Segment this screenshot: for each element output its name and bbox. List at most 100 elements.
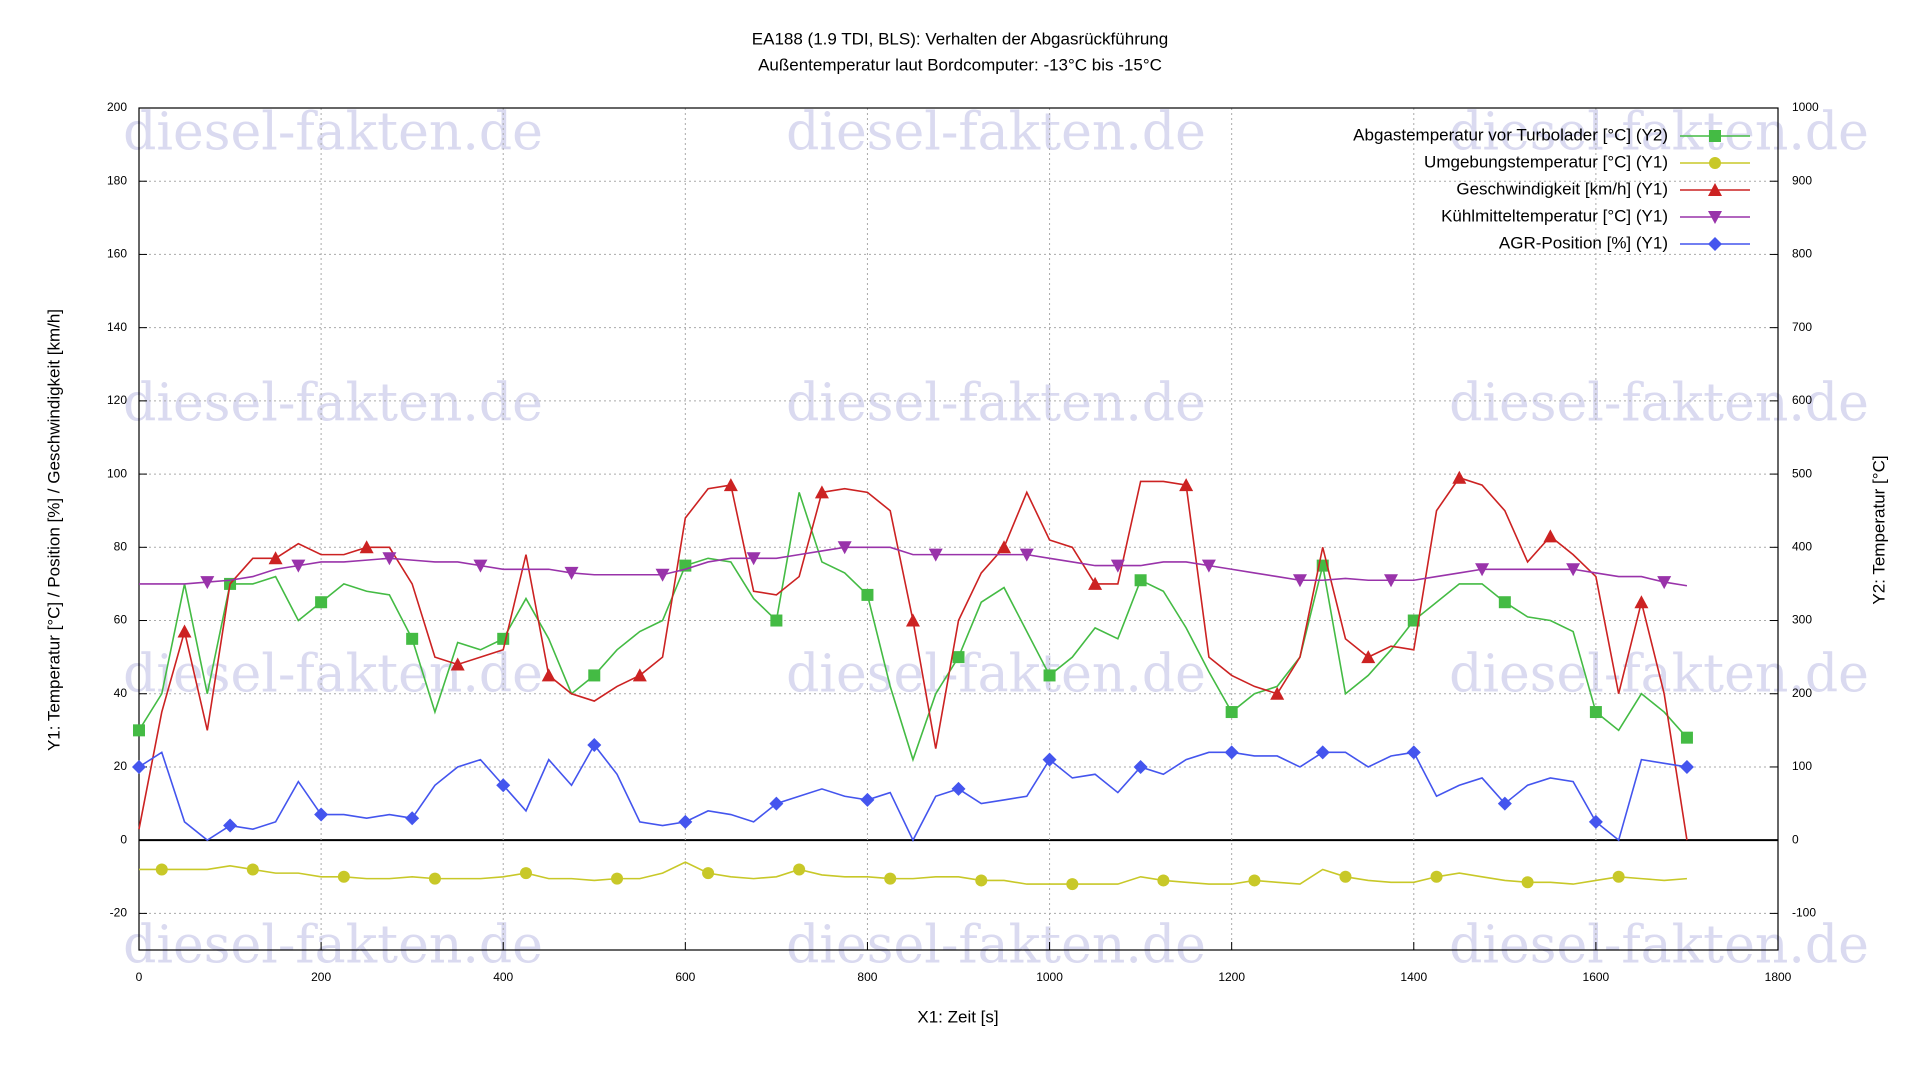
x-tick-label: 200 bbox=[311, 970, 331, 984]
y2-tick-label: 1000 bbox=[1792, 100, 1819, 114]
y2-tick-label: 600 bbox=[1792, 393, 1812, 407]
y2-tick-label: 100 bbox=[1792, 759, 1812, 773]
marker bbox=[200, 576, 215, 590]
legend-marker bbox=[1709, 157, 1721, 169]
x-axis-label: X1: Zeit [s] bbox=[917, 1007, 998, 1026]
y-tick-label: 20 bbox=[114, 759, 128, 773]
marker bbox=[1497, 796, 1512, 811]
marker bbox=[905, 613, 920, 627]
y-tick-label: 200 bbox=[107, 100, 127, 114]
legend-marker bbox=[1708, 211, 1722, 224]
watermark: diesel-fakten.de bbox=[786, 916, 1206, 976]
watermark: diesel-fakten.de bbox=[123, 645, 543, 705]
y-tick-label: -20 bbox=[110, 906, 128, 920]
watermark: diesel-fakten.de bbox=[123, 916, 543, 976]
chart-title: EA188 (1.9 TDI, BLS): Verhalten der Abga… bbox=[752, 29, 1168, 48]
marker bbox=[587, 737, 602, 752]
marker bbox=[359, 540, 374, 554]
marker bbox=[519, 867, 532, 880]
marker bbox=[1133, 759, 1148, 774]
legend-label: Umgebungstemperatur [°C] (Y1) bbox=[1424, 152, 1668, 171]
marker bbox=[1361, 650, 1376, 664]
marker bbox=[177, 624, 192, 638]
series-line bbox=[139, 861, 1688, 885]
marker bbox=[1384, 574, 1399, 588]
y2-tick-label: 800 bbox=[1792, 247, 1812, 261]
marker bbox=[1157, 874, 1170, 887]
x-tick-label: 1000 bbox=[1036, 970, 1063, 984]
marker bbox=[246, 863, 259, 876]
y2-tick-label: 400 bbox=[1792, 539, 1812, 553]
marker bbox=[723, 478, 738, 492]
watermark: diesel-fakten.de bbox=[123, 374, 543, 434]
marker bbox=[746, 552, 761, 566]
marker bbox=[1588, 814, 1603, 829]
marker bbox=[769, 796, 784, 811]
marker bbox=[450, 657, 465, 671]
marker bbox=[1634, 595, 1649, 609]
marker bbox=[155, 863, 168, 876]
watermark: diesel-fakten.de bbox=[1449, 103, 1869, 163]
series-line bbox=[139, 546, 1688, 587]
marker bbox=[1406, 745, 1421, 760]
y-tick-label: 80 bbox=[114, 539, 128, 553]
legend-label: Geschwindigkeit [km/h] (Y1) bbox=[1456, 179, 1668, 198]
y2-tick-label: 300 bbox=[1792, 613, 1812, 627]
x-tick-label: 1400 bbox=[1400, 970, 1427, 984]
marker bbox=[611, 872, 624, 885]
y-tick-label: 160 bbox=[107, 247, 127, 261]
marker bbox=[564, 566, 579, 580]
marker bbox=[1179, 478, 1194, 492]
marker bbox=[793, 863, 806, 876]
legend-marker bbox=[1709, 130, 1721, 142]
marker bbox=[837, 541, 852, 555]
marker bbox=[1248, 874, 1261, 887]
marker bbox=[132, 759, 146, 774]
marker bbox=[1680, 731, 1693, 744]
y-tick-label: 0 bbox=[120, 832, 127, 846]
marker bbox=[1224, 745, 1239, 760]
marker bbox=[268, 551, 283, 565]
x-tick-label: 1200 bbox=[1218, 970, 1245, 984]
marker bbox=[382, 552, 397, 566]
marker bbox=[1612, 870, 1625, 883]
marker bbox=[702, 867, 715, 880]
x-tick-label: 800 bbox=[857, 970, 877, 984]
marker bbox=[1407, 614, 1420, 627]
marker bbox=[814, 485, 829, 499]
marker bbox=[1019, 548, 1034, 562]
marker bbox=[1566, 563, 1581, 577]
marker bbox=[770, 614, 783, 627]
x-tick-label: 600 bbox=[675, 970, 695, 984]
chart-subtitle: Außentemperatur laut Bordcomputer: -13°C… bbox=[758, 55, 1162, 74]
y2-tick-label: 700 bbox=[1792, 320, 1812, 334]
marker bbox=[884, 872, 897, 885]
y-tick-label: 120 bbox=[107, 393, 127, 407]
marker bbox=[1452, 470, 1467, 484]
marker bbox=[1430, 870, 1443, 883]
marker bbox=[428, 872, 441, 885]
marker bbox=[1201, 559, 1216, 573]
watermark: diesel-fakten.de bbox=[1449, 916, 1869, 976]
marker bbox=[1315, 745, 1330, 760]
marker bbox=[1339, 870, 1352, 883]
marker bbox=[951, 781, 966, 796]
marker bbox=[473, 559, 488, 573]
y-tick-label: 180 bbox=[107, 173, 127, 187]
x-tick-label: 1800 bbox=[1765, 970, 1792, 984]
legend-label: Kühlmitteltemperatur [°C] (Y1) bbox=[1441, 206, 1668, 225]
marker bbox=[1589, 706, 1602, 719]
marker bbox=[541, 668, 556, 682]
watermark: diesel-fakten.de bbox=[786, 645, 1206, 705]
marker bbox=[1475, 563, 1490, 577]
marker bbox=[1110, 559, 1125, 573]
y2-tick-label: 200 bbox=[1792, 686, 1812, 700]
watermark: diesel-fakten.de bbox=[123, 103, 543, 163]
y2-tick-label: 900 bbox=[1792, 173, 1812, 187]
watermark: diesel-fakten.de bbox=[786, 374, 1206, 434]
y2-axis-label: Y2: Temperatur [°C] bbox=[1869, 455, 1888, 604]
marker bbox=[861, 588, 874, 601]
marker bbox=[975, 874, 988, 887]
